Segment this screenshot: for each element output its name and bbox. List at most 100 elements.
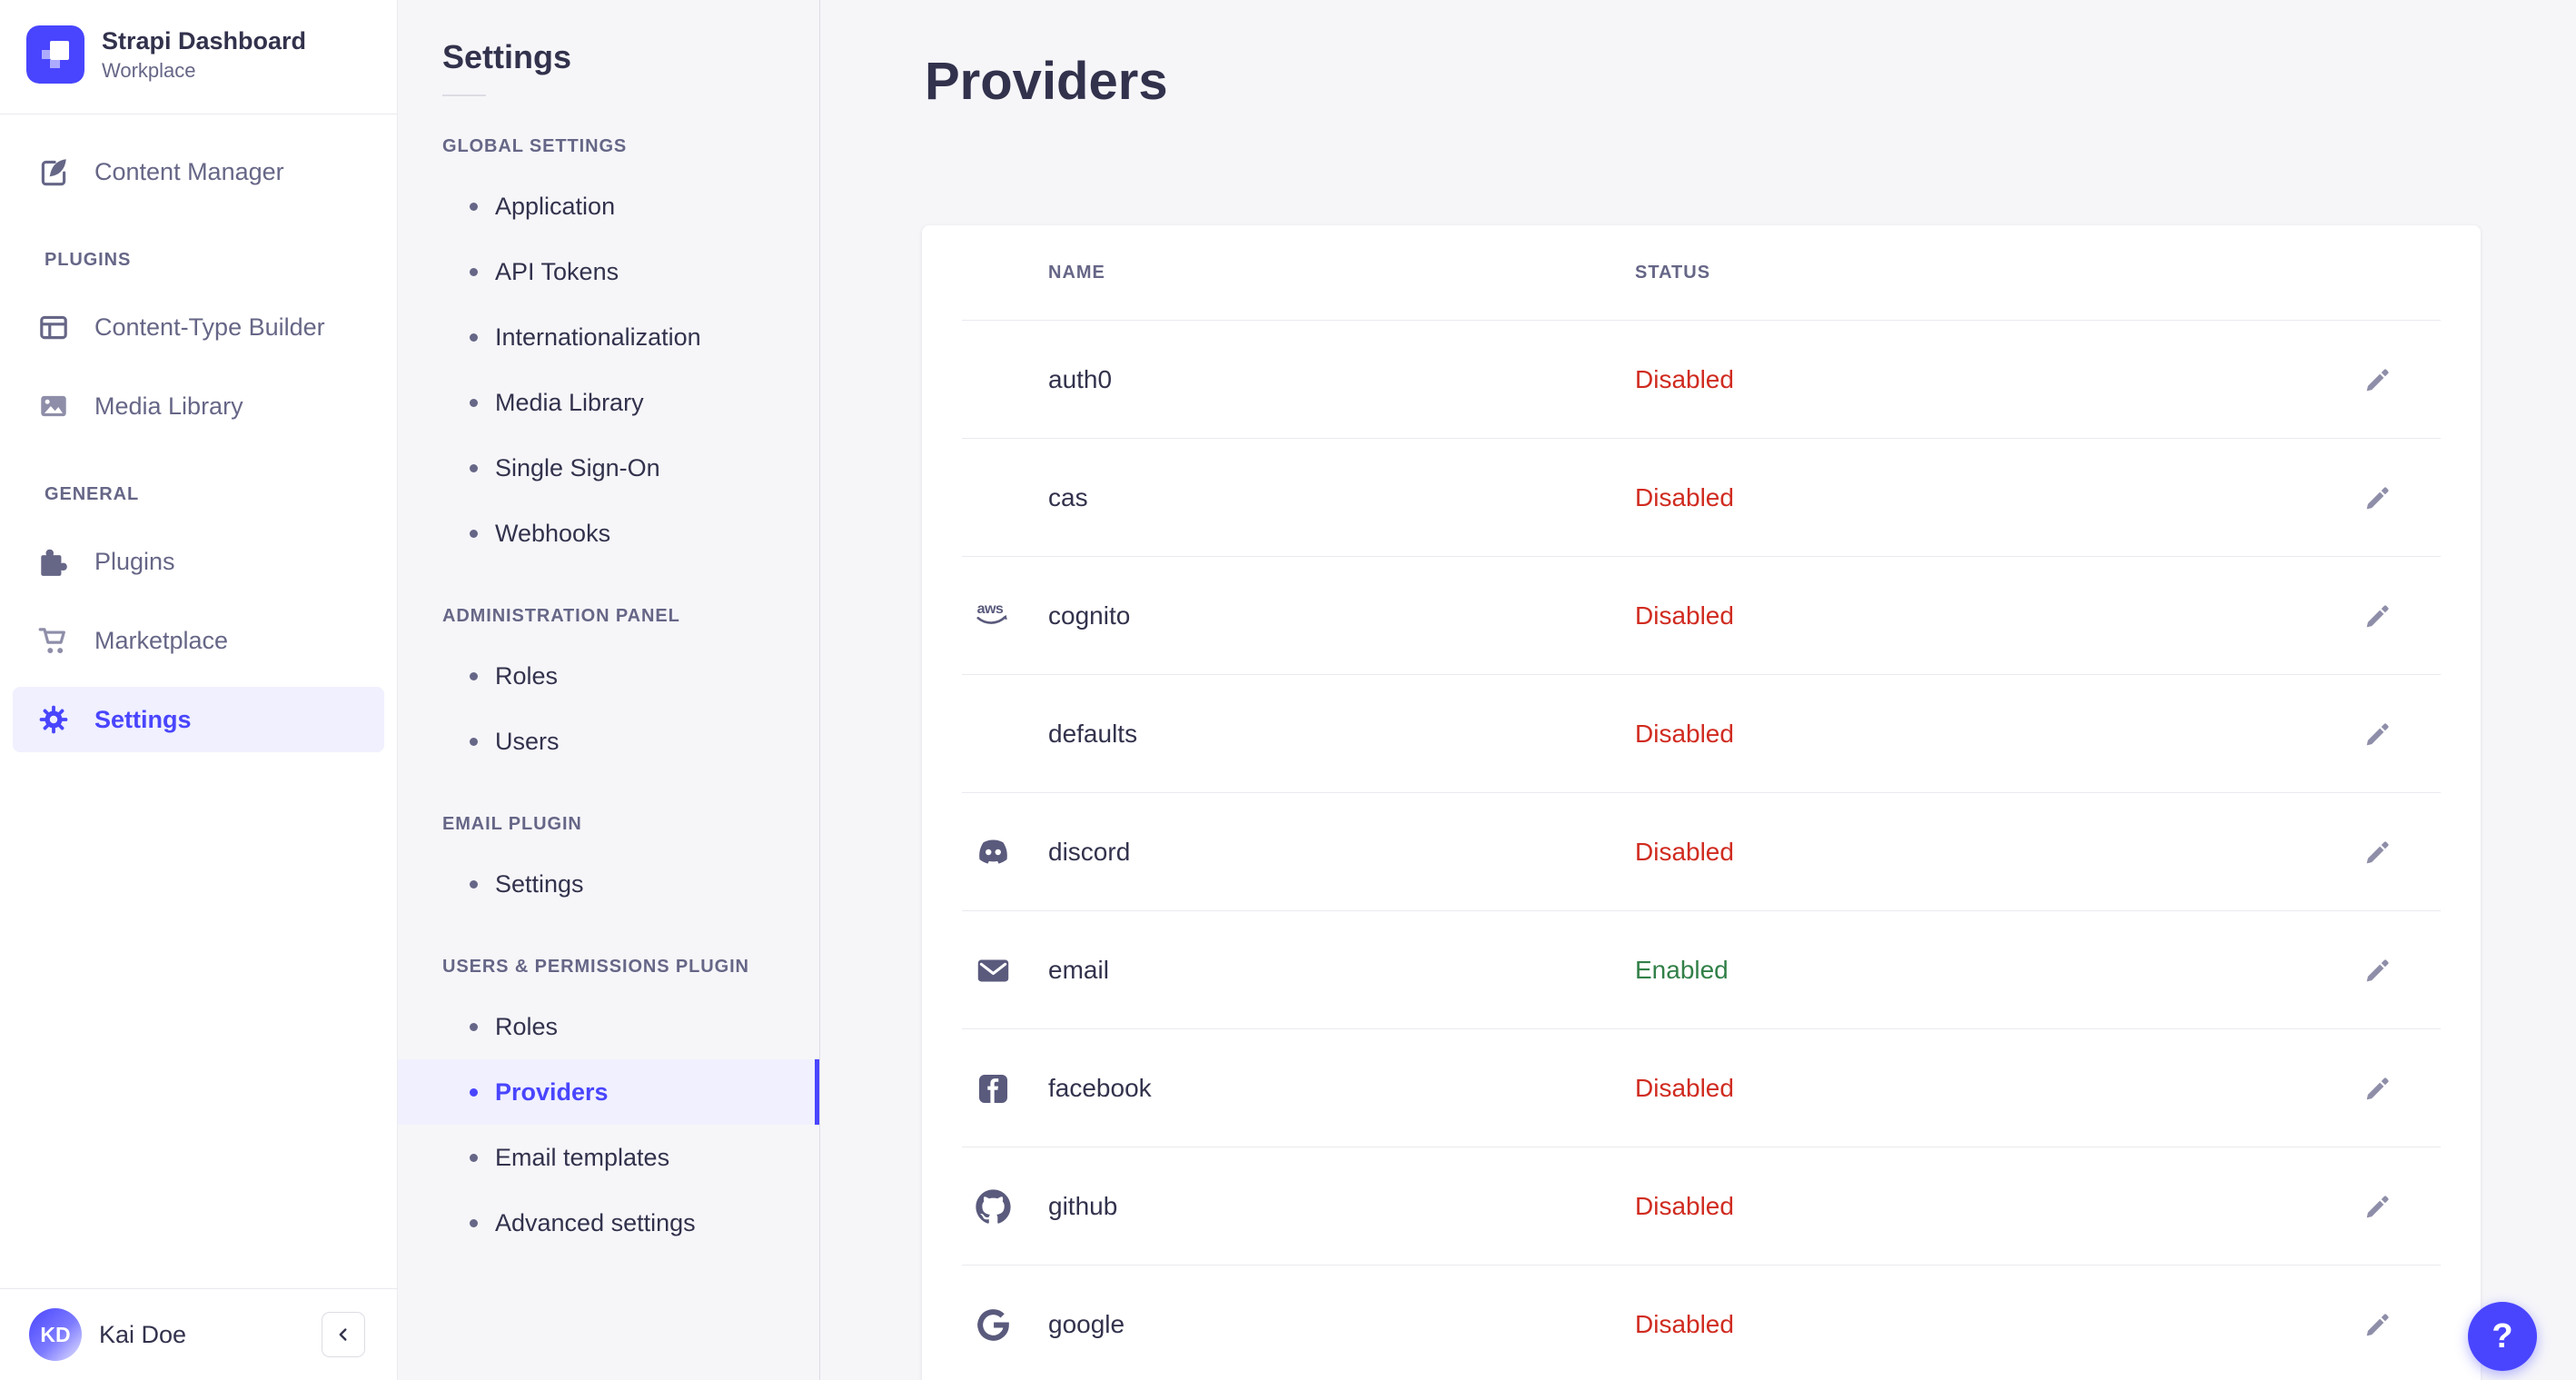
provider-status: Disabled (1635, 838, 1734, 866)
sidebar-item-label: Plugins (94, 547, 175, 575)
provider-status: Disabled (1635, 1310, 1734, 1338)
table-row: aws cognito Disabled (922, 557, 2481, 675)
table-row: defaults Disabled (922, 675, 2481, 793)
subnav-item-providers[interactable]: Providers (398, 1059, 819, 1125)
sidebar-section-plugins: PLUGINS (45, 250, 132, 270)
pencil-icon (2366, 369, 2389, 392)
pencil-icon (2366, 959, 2389, 982)
provider-name: cas (1048, 483, 1088, 511)
subnav-item-internationalization[interactable]: Internationalization (398, 304, 819, 370)
providers-table: NAME STATUS auth0 Disabled cas Disabled (922, 225, 2481, 1380)
help-button[interactable]: ? (2468, 1302, 2537, 1371)
sidebar-item-label: Settings (94, 705, 192, 733)
provider-icon-empty (974, 479, 1013, 518)
subnav-section-email-plugin: EMAIL PLUGIN (442, 814, 582, 834)
pencil-icon (2366, 1196, 2389, 1218)
table-row: auth0 Disabled (922, 321, 2481, 439)
subnav-item-webhooks[interactable]: Webhooks (398, 501, 819, 566)
discord-icon (974, 833, 1013, 872)
aws-icon: aws (974, 597, 1013, 636)
provider-status: Disabled (1635, 483, 1734, 511)
sidebar-item-settings[interactable]: Settings (13, 687, 384, 752)
envelope-icon (974, 951, 1013, 990)
main-nav: Content Manager PLUGINS Content-Type Bui… (0, 114, 397, 1288)
subnav-section-administration-panel: ADMINISTRATION PANEL (442, 606, 680, 626)
puzzle-icon (41, 549, 67, 576)
sidebar-section-general: GENERAL (45, 484, 140, 504)
table-header: NAME STATUS (922, 225, 2481, 321)
edit-provider-button[interactable] (2359, 1187, 2397, 1226)
sidebar-item-marketplace[interactable]: Marketplace (13, 608, 384, 673)
edit-provider-button[interactable] (2359, 715, 2397, 753)
workspace-title: Strapi Dashboard (102, 26, 307, 55)
table-row: email Enabled (922, 911, 2481, 1029)
subnav-item-roles[interactable]: Roles (398, 643, 819, 709)
provider-status: Enabled (1635, 956, 1729, 984)
subnav-item-email-settings[interactable]: Settings (398, 851, 819, 917)
edit-provider-button[interactable] (2359, 597, 2397, 635)
edit-provider-button[interactable] (2359, 951, 2397, 989)
sidebar-item-label: Content Manager (94, 157, 284, 185)
chevron-left-icon (339, 1328, 347, 1341)
user-name: Kai Doe (99, 1320, 187, 1348)
sidebar-item-label: Media Library (94, 392, 243, 420)
provider-name: github (1048, 1192, 1118, 1220)
provider-status: Disabled (1635, 365, 1734, 393)
collapse-sidebar-button[interactable] (322, 1312, 365, 1357)
strapi-logo (26, 25, 84, 84)
provider-name: email (1048, 956, 1109, 984)
settings-subnav: Settings GLOBAL SETTINGS Application API… (398, 0, 820, 1380)
subnav-item-up-roles[interactable]: Roles (398, 994, 819, 1059)
subnav-item-users[interactable]: Users (398, 709, 819, 774)
sidebar-item-content-manager[interactable]: Content Manager (13, 139, 384, 204)
table-row: facebook Disabled (922, 1029, 2481, 1147)
workspace-brand[interactable]: Strapi Dashboard Workplace (0, 0, 397, 114)
edit-provider-button[interactable] (2359, 479, 2397, 517)
subnav-item-advanced-settings[interactable]: Advanced settings (398, 1190, 819, 1256)
subnav-item-media-library[interactable]: Media Library (398, 370, 819, 435)
edit-provider-button[interactable] (2359, 833, 2397, 871)
cart-icon (38, 628, 65, 654)
sidebar-footer: KD Kai Doe (0, 1288, 397, 1380)
google-icon (974, 1306, 1013, 1345)
provider-status: Disabled (1635, 1192, 1734, 1220)
table-row: google Disabled (922, 1266, 2481, 1380)
edit-provider-button[interactable] (2359, 1306, 2397, 1344)
gear-icon (39, 705, 68, 734)
table-row: discord Disabled (922, 793, 2481, 911)
provider-status: Disabled (1635, 601, 1734, 630)
edit-provider-button[interactable] (2359, 1069, 2397, 1107)
page-title: Providers (925, 52, 1168, 111)
table-row: cas Disabled (922, 439, 2481, 557)
main-content: Providers NAME STATUS auth0 Disabled cas… (820, 0, 2576, 1380)
provider-icon-empty (974, 715, 1013, 754)
subnav-title: Settings (442, 38, 572, 75)
avatar[interactable]: KD (29, 1308, 82, 1361)
table-row: github Disabled (922, 1147, 2481, 1266)
sidebar-item-label: Content-Type Builder (94, 313, 325, 341)
provider-name: discord (1048, 838, 1131, 866)
pencil-icon (2366, 1314, 2389, 1336)
picture-icon (41, 395, 66, 417)
subnav-item-single-sign-on[interactable]: Single Sign-On (398, 435, 819, 501)
subnav-item-application[interactable]: Application (398, 174, 819, 239)
edit-provider-button[interactable] (2359, 361, 2397, 399)
layout-grid-icon (40, 315, 67, 340)
provider-name: defaults (1048, 720, 1138, 748)
subnav-item-api-tokens[interactable]: API Tokens (398, 239, 819, 304)
provider-status: Disabled (1635, 1074, 1734, 1102)
sidebar-item-plugins[interactable]: Plugins (13, 529, 384, 594)
sidebar-item-media-library[interactable]: Media Library (13, 373, 384, 439)
provider-name: auth0 (1048, 365, 1113, 393)
workspace-subtitle: Workplace (102, 59, 196, 83)
subnav-section-users-permissions-plugin: USERS & PERMISSIONS PLUGIN (442, 957, 749, 977)
provider-name: facebook (1048, 1074, 1152, 1102)
sidebar-item-label: Marketplace (94, 626, 229, 654)
provider-icon-empty (974, 361, 1013, 400)
facebook-icon (974, 1069, 1013, 1108)
provider-name: cognito (1048, 601, 1131, 630)
pencil-icon (2366, 605, 2389, 628)
pencil-icon (2366, 1077, 2389, 1100)
sidebar-item-content-type-builder[interactable]: Content-Type Builder (13, 294, 384, 360)
subnav-item-email-templates[interactable]: Email templates (398, 1125, 819, 1190)
